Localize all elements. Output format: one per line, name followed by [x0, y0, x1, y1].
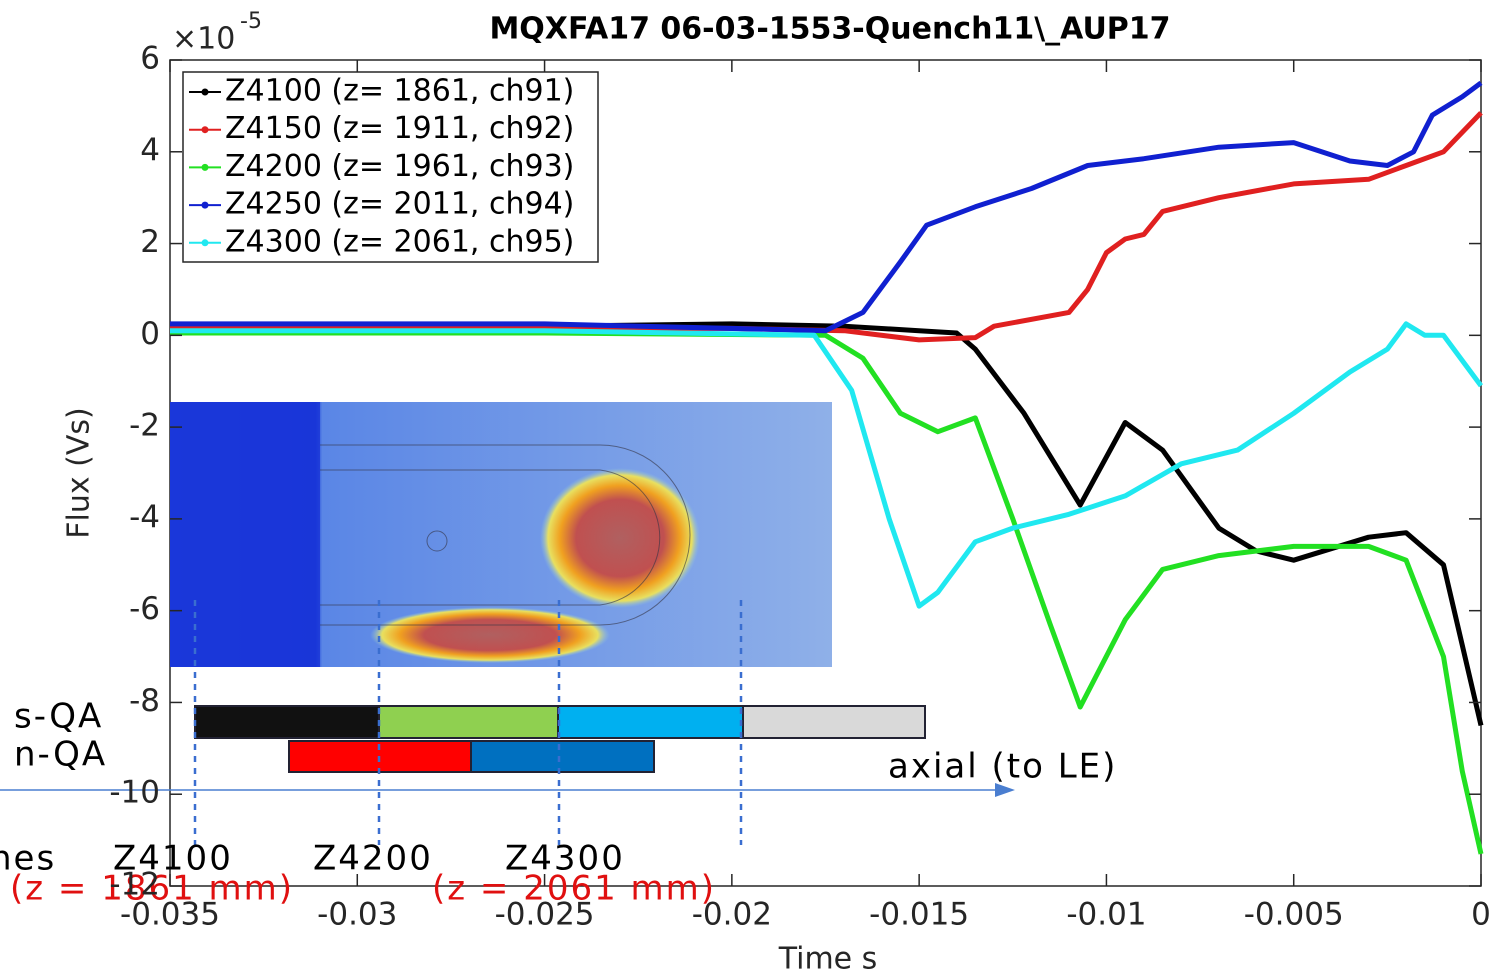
chart-title: MQXFA17 06-03-1553-Quench11\_AUP17 — [489, 12, 1170, 47]
y-tick-label: 4 — [140, 132, 160, 168]
y-tick-label: -12 — [109, 867, 160, 903]
z2061-label: (z = 2061 mm) — [432, 869, 716, 909]
x-tick-label: 0 — [1471, 897, 1491, 933]
z4300-label: Z4300 — [505, 839, 625, 879]
z4200-label: Z4200 — [313, 839, 433, 879]
y-tick-label: -8 — [129, 683, 160, 719]
series-line — [170, 111, 1483, 343]
series-line — [170, 321, 1484, 609]
x-tick-label: -0.005 — [1244, 897, 1344, 933]
series-line — [170, 321, 1484, 726]
n-qa-label: n-QA — [14, 735, 107, 775]
y-multiplier: ×10 — [172, 22, 235, 57]
cut-label: nes — [0, 839, 56, 879]
series-line — [170, 80, 1483, 334]
legend-label: Z4100 (z= 1861, ch91) — [225, 74, 574, 109]
y-tick-label: 2 — [140, 224, 160, 260]
x-axis-label: Time s — [778, 942, 878, 977]
y-axis-label: Flux (Vs) — [62, 407, 97, 538]
x-tick-label: -0.035 — [120, 897, 220, 933]
legend-marker — [201, 201, 209, 209]
s-qa-label: s-QA — [14, 697, 103, 737]
legend-label: Z4150 (z= 1911, ch92) — [225, 111, 574, 146]
y-tick-label: -10 — [109, 775, 160, 811]
y-tick-label: -2 — [129, 408, 160, 444]
legend: Z4100 (z= 1861, ch91)Z4150 (z= 1911, ch9… — [182, 71, 599, 263]
legend-marker — [201, 126, 209, 134]
x-tick-label: -0.01 — [1066, 897, 1146, 933]
y-tick-label: -6 — [129, 591, 160, 627]
legend-label: Z4200 (z= 1961, ch93) — [225, 149, 574, 184]
x-tick-label: -0.015 — [869, 897, 969, 933]
x-tick-label: -0.03 — [317, 897, 397, 933]
axes: 6 4 2 0 -2 -4 -6 -8 -10 -12-0.035 -0.03 -0.025 -0.02… — [109, 41, 1491, 933]
z4100-label: Z4100 — [113, 839, 233, 879]
y-tick-label: 6 — [140, 41, 160, 77]
z1861-label: (z = 1861 mm) — [10, 869, 294, 909]
legend-label: Z4300 (z= 2061, ch95) — [225, 224, 574, 259]
legend-label: Z4250 (z= 2011, ch94) — [225, 187, 574, 222]
legend-marker — [201, 88, 209, 96]
x-tick-label: -0.02 — [692, 897, 772, 933]
annotations: s-QA n-QA axial (to LE) nes Z4100 Z4200 … — [0, 697, 1117, 909]
y-tick-label: 0 — [140, 316, 160, 352]
series-group — [170, 80, 1484, 855]
y-multiplier-exponent: -5 — [240, 9, 262, 34]
heatmap-inset — [170, 402, 832, 667]
y-tick-label: -4 — [129, 499, 160, 535]
legend-marker — [201, 239, 209, 247]
axial-label: axial (to LE) — [888, 747, 1117, 787]
series-line — [170, 330, 1484, 855]
legend-box — [182, 71, 599, 263]
x-tick-label: -0.025 — [495, 897, 595, 933]
qa-bars — [0, 600, 1015, 845]
legend-marker — [201, 163, 209, 171]
